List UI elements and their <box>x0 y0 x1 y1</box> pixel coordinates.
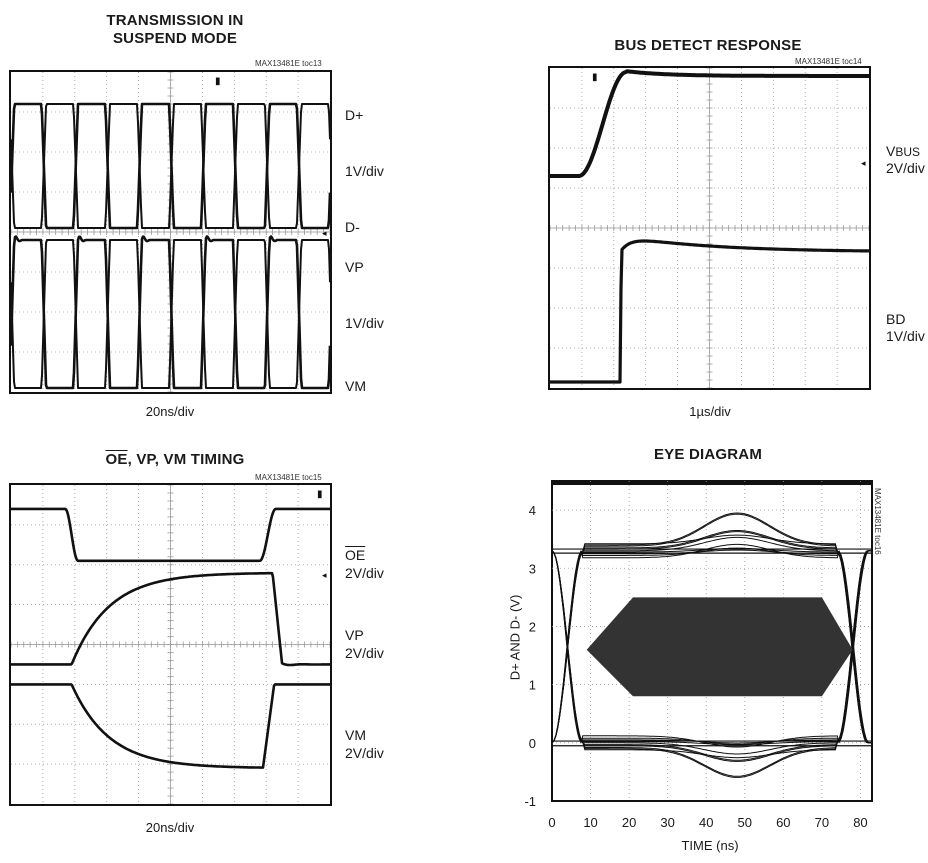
eye-x-tick-label: 30 <box>660 815 674 830</box>
channel-label-vbus-main: V <box>886 143 896 159</box>
eye-trace-lower <box>551 550 872 744</box>
trigger-marker-icon: ▮ <box>317 489 323 500</box>
eye-trace-upper <box>551 547 872 744</box>
scope-suspend-plot: ▮◂ <box>11 72 330 392</box>
eye-trace-upper <box>551 513 872 744</box>
channel-label-vbus-sub: BUS <box>895 145 921 159</box>
channel-label-vp: VP <box>345 259 364 275</box>
eye-frame <box>551 480 873 802</box>
eye-y-tick-label: 2 <box>529 619 536 634</box>
channel-label-dplus: D+ <box>345 107 364 123</box>
eye-trace-upper <box>551 534 872 744</box>
eye-trace-upper <box>551 530 872 744</box>
trace-bd <box>550 239 869 384</box>
toc-ref-13: MAX13481E toc13 <box>255 59 322 68</box>
eye-ylabel: D+ AND D- (V) <box>507 594 523 681</box>
eye-trace-lower <box>551 550 872 761</box>
trigger-marker-icon: ▮ <box>215 76 221 87</box>
eye-x-tick-label: 80 <box>853 815 867 830</box>
channel-label-oe-text: OE <box>345 547 366 563</box>
eye-y-tick-label: 1 <box>529 678 536 693</box>
toc-ref-16: MAX13481E toc16 <box>873 488 882 555</box>
timebase-suspend: 20ns/div <box>145 404 195 419</box>
eye-xlabel: TIME (ns) <box>681 838 739 853</box>
eye-trace-lower <box>551 550 872 745</box>
eye-x-tick-label: 20 <box>622 815 636 830</box>
channel-scale-vp-timing: 2V/div <box>345 645 384 661</box>
trace-dminus <box>11 103 330 229</box>
eye-x-tick-label: 70 <box>815 815 829 830</box>
chart-title-bus-detect: BUS DETECT RESPONSE <box>614 37 802 54</box>
eye-trace-lower <box>551 550 872 762</box>
ground-marker-icon: ◂ <box>861 159 866 169</box>
scope-bus-detect-plot: ▮◂ <box>550 68 869 388</box>
chart-title-oe-overline: OE <box>105 451 128 468</box>
channel-label-dminus: D- <box>345 219 360 235</box>
channel-scale-vm-timing: 2V/div <box>345 745 384 761</box>
trace-vm <box>11 239 330 389</box>
channel-scale-vbus: 2V/div <box>886 160 925 176</box>
eye-x-tick-label: 0 <box>548 815 555 830</box>
channel-label-vbus: VBUS <box>886 143 920 161</box>
eye-trace-lower <box>551 550 872 748</box>
trace-vp <box>11 235 330 390</box>
eye-y-tick-label: -1 <box>524 794 536 809</box>
eye-trace-upper <box>551 549 872 744</box>
eye-y-tick-label: 0 <box>529 736 536 751</box>
eye-top-bar <box>552 481 872 485</box>
eye-y-tick-label: 3 <box>529 561 536 576</box>
eye-trace-upper <box>551 531 872 744</box>
scope-oe-timing: ▮ ◂ <box>9 483 332 806</box>
trace-vbus <box>550 69 869 178</box>
toc-ref-14: MAX13481E toc14 <box>795 57 862 66</box>
chart-title-suspend-line1: TRANSMISSION IN <box>106 12 244 29</box>
channel-scale-v: 1V/div <box>345 315 384 331</box>
trace-vp-timing <box>11 571 330 667</box>
chart-title-eye: EYE DIAGRAM <box>653 446 763 463</box>
eye-trace-upper <box>551 512 872 744</box>
eye-x-tick-label: 60 <box>776 815 790 830</box>
scope-bus-detect: ▮ ◂ <box>548 66 871 390</box>
channel-scale-bd: 1V/div <box>886 328 925 344</box>
trigger-marker-icon: ▮ <box>592 72 598 83</box>
toc-ref-15: MAX13481E toc15 <box>255 473 322 482</box>
eye-y-tick-label: 4 <box>529 503 536 518</box>
eye-trace-lower <box>551 550 872 778</box>
scope-oe-timing-plot: ▮◂ <box>11 485 330 804</box>
eye-trace-lower <box>551 550 872 746</box>
ground-marker-icon: ◂ <box>322 229 327 239</box>
eye-trace-upper <box>551 547 872 744</box>
channel-scale-oe: 2V/div <box>345 565 384 581</box>
scope-suspend: ▮ ◂ <box>9 70 332 394</box>
channel-label-bd: BD <box>886 311 906 327</box>
eye-x-tick-label: 10 <box>583 815 597 830</box>
ground-marker-icon: ◂ <box>322 571 327 581</box>
trace-dplus <box>11 102 330 230</box>
channel-label-vp-timing: VP <box>345 627 364 643</box>
eye-trace-lower <box>551 550 872 777</box>
trace-vm-timing <box>11 683 330 769</box>
eye-trace-upper <box>551 543 872 744</box>
chart-title-oe-timing: OE, VP, VM TIMING <box>60 451 290 469</box>
chart-title-oe-rest: , VP, VM TIMING <box>127 451 245 468</box>
channel-label-oe: OE <box>345 547 365 564</box>
trace-oe <box>11 507 330 563</box>
eye-trace-upper <box>551 536 872 744</box>
eye-trace-lower <box>551 550 872 755</box>
channel-label-vm: VM <box>345 378 366 394</box>
eye-x-tick-label: 40 <box>699 815 713 830</box>
channel-label-vm-timing: VM <box>345 727 366 743</box>
channel-scale-d: 1V/div <box>345 163 384 179</box>
eye-x-tick-label: 50 <box>738 815 752 830</box>
chart-title-suspend-line2: SUSPEND MODE <box>112 30 238 47</box>
eye-mask <box>586 597 853 697</box>
timebase-oe-timing: 20ns/div <box>145 820 195 835</box>
eye-trace-lower <box>551 550 872 759</box>
timebase-bus-detect: 1µs/div <box>689 404 731 419</box>
